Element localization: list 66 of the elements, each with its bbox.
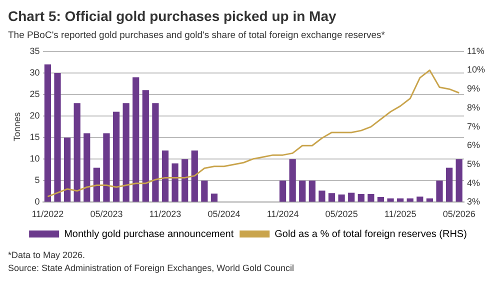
y-tick-label: 20 [30, 110, 40, 121]
legend-label: Monthly gold purchase announcement [64, 228, 234, 240]
y2-tick-label: 8% [466, 102, 480, 112]
bar [348, 192, 355, 202]
bar [93, 168, 100, 202]
bar [201, 180, 208, 202]
source-note: Source: State Administration of Foreign Exchanges, World Gold Council [8, 262, 295, 275]
bar [387, 198, 394, 202]
bar [358, 194, 364, 202]
x-tick-label: 11/2024 [266, 209, 299, 220]
y-tick-label: 25 [30, 88, 40, 99]
bar [122, 103, 130, 202]
bar [279, 180, 286, 202]
bar [368, 194, 374, 202]
y2-tick-label: 6% [466, 140, 480, 150]
y-tick-label: 15 [30, 132, 40, 142]
x-tick-label: 05/2026 [442, 209, 476, 220]
y2-tick-label: 7% [466, 121, 480, 132]
bar [338, 194, 345, 202]
x-tick-label: 05/2025 [325, 209, 358, 220]
bar [328, 193, 336, 202]
y2-tick-label: 5% [466, 158, 480, 169]
y-tick-label: 30 [30, 67, 40, 78]
bar [210, 194, 218, 202]
y-tick-label: 0 [34, 196, 40, 207]
bar [103, 133, 110, 202]
bar [416, 196, 424, 202]
chart-subtitle: The PBoC's reported gold purchases and gold's share of total foreign exchange reserves* [8, 30, 386, 41]
bar [191, 150, 198, 202]
bar [152, 103, 159, 202]
bar [162, 150, 169, 202]
bar [54, 72, 61, 202]
y2-tick-label: 3% [466, 196, 480, 207]
bar [74, 103, 80, 202]
bar [318, 190, 326, 202]
y-tick-label: 5 [34, 175, 40, 186]
y-tick-label: 35 [30, 46, 40, 56]
bar [446, 168, 453, 202]
y-tick-label: 10 [30, 154, 40, 164]
bar [172, 163, 178, 202]
bar [112, 112, 120, 202]
x-tick-label: 11/2023 [149, 209, 182, 220]
bar [308, 180, 316, 202]
bar [436, 180, 443, 202]
bar [377, 197, 384, 202]
bar [64, 138, 71, 202]
bar [289, 159, 296, 202]
bar [84, 133, 90, 202]
legend-label: Gold as a % of total foreign reserves (RHS) [274, 228, 467, 240]
text: *Data to May 2026. [8, 249, 86, 262]
x-tick-label: 11/2025 [384, 209, 416, 220]
x-tick-label: 05/2023 [90, 209, 123, 220]
y2-tick-label: 10% [466, 64, 485, 75]
y2-tick-label: 11% [466, 46, 484, 56]
bar [182, 159, 188, 202]
bar [44, 64, 52, 202]
bar [299, 180, 306, 202]
chart-title: Chart 5: Official gold purchases picked up in May [8, 8, 338, 24]
y2-tick-label: 4% [466, 178, 480, 188]
bar [132, 77, 140, 202]
bar [456, 159, 462, 202]
x-tick-label: 05/2024 [208, 209, 240, 220]
y2-tick-label: 9% [466, 84, 480, 94]
x-tick-label: 11/2022 [32, 209, 64, 220]
bar [142, 90, 149, 202]
y-axis-title: Tonnes [12, 112, 22, 142]
